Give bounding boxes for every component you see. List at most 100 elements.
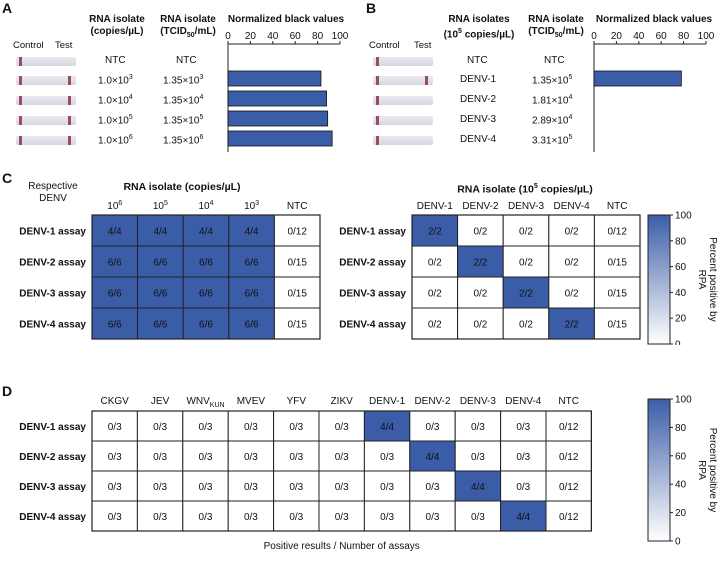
panel-a-strip-1e6 — [16, 136, 76, 145]
panel-c-corner-label: Respective DENV — [28, 181, 78, 204]
panel-d-cell — [273, 500, 320, 532]
panel-d-cell — [500, 500, 547, 532]
panel-c-left-col-header: 104 — [198, 200, 213, 212]
panel-d-cell-label: 0/12 — [559, 482, 579, 493]
panel-c-left-cell-label: 4/4 — [108, 227, 122, 238]
panel-d-cell-label: 0/3 — [244, 482, 258, 493]
panel-d-colorbar-label: Percent positive by — [707, 428, 718, 513]
panel-d-cell — [318, 500, 365, 532]
panel-d-cell-label: 0/3 — [471, 512, 485, 523]
panel-c-left-cell-label: 6/6 — [245, 289, 259, 300]
panel-c-left-cell-label: 4/4 — [245, 227, 259, 238]
panel-d-cell-label: 0/3 — [289, 512, 303, 523]
panel-d-cell-label: 0/3 — [289, 482, 303, 493]
panel-c-right-cell — [593, 307, 641, 340]
panel-b-tick-label: 100 — [698, 31, 715, 42]
panel-a-strip-1e4 — [16, 96, 76, 105]
panel-d-colorbar-tick-label: 20 — [675, 508, 687, 519]
panel-c-right-col-header: DENV-2 — [462, 201, 499, 212]
panel-c-right-cell-label: 0/2 — [473, 320, 487, 331]
panel-d-cell — [363, 500, 411, 532]
panel-d-cell-label: 0/3 — [153, 512, 167, 523]
panel-a-copies-ntc: NTC — [105, 55, 126, 66]
panel-b-tcid-denv1: 1.35×105 — [532, 74, 573, 87]
panel-d-cell — [136, 440, 184, 472]
panel-d-cell-label: 0/3 — [380, 482, 394, 493]
panel-d-cell — [363, 470, 411, 502]
panel-c-left-cell-label: 0/15 — [287, 320, 307, 331]
panel-d-cell-label: 0/3 — [289, 422, 303, 433]
panel-d-colorbar — [647, 398, 671, 542]
panel-a-tcid-1e5: 1.35×105 — [163, 114, 204, 127]
panel-d-cell — [273, 440, 320, 472]
panel-b-bar-chart: 0 20 40 60 80 100 — [591, 31, 715, 152]
panel-c-right-cell-label: 0/15 — [607, 258, 627, 269]
panel-c-left-cell — [228, 245, 275, 278]
panel-c-left-cell — [182, 307, 230, 340]
panel-c-right-cell-label: 0/2 — [565, 227, 579, 238]
panel-d-col-header: YFV — [287, 396, 307, 407]
panel-a-strip-1e3 — [16, 76, 76, 85]
panel-b-strip-ntc — [373, 57, 433, 66]
panel-c-left-cell — [137, 307, 184, 340]
panel-c-left-col-header: NTC — [287, 201, 308, 212]
panel-a-col2-header: RNA isolate (TCID50/mL) — [160, 14, 216, 39]
panel-d-cell-label: 0/3 — [244, 512, 258, 523]
panel-c-right-row-label: DENV-1 assay — [339, 227, 406, 238]
panel-c-right-col-header: NTC — [607, 201, 628, 212]
panel-c-colorbar-label: Percent positive by — [707, 237, 718, 322]
panel-c-right-col-header: DENV-4 — [554, 201, 591, 212]
panel-b-tick-label: 20 — [611, 31, 623, 42]
panel-c-colorbar-tick-label: 40 — [675, 288, 687, 299]
panel-c-right-cell-label: 0/2 — [519, 227, 533, 238]
panel-c-right-row-label: DENV-4 assay — [339, 320, 406, 331]
panel-b-tick-label: 40 — [633, 31, 645, 42]
panel-d-border — [91, 410, 592, 532]
panel-b-col2-header: RNA isolate (TCID50/mL) — [528, 14, 584, 39]
panel-d-colorbar-tick-label: 40 — [675, 480, 687, 491]
panel-a-bar — [227, 110, 329, 127]
panel-c-left-cell — [273, 276, 321, 309]
panel-d-cell — [182, 440, 229, 472]
panel-c-right-col-header: DENV-1 — [417, 201, 454, 212]
panel-a-bar — [227, 90, 327, 107]
panel-d-cell-label: 0/3 — [335, 422, 349, 433]
panel-c-right-cell-label: 2/2 — [519, 289, 533, 300]
panel-a-test-label: Test — [55, 40, 73, 51]
panel-d-cell-label: 4/4 — [471, 482, 485, 493]
panel-d-colorbar-tick-label: 0 — [675, 537, 681, 548]
panel-c-left-row-label: DENV-4 assay — [19, 320, 86, 331]
panel-c-left-border — [91, 214, 321, 340]
panel-a-copies-1e3: 1.0×103 — [98, 74, 133, 87]
panel-b-col1-header: RNA isolates (105 copies/µL) — [443, 14, 515, 41]
panel-c-colorbar-tick-label: 20 — [675, 314, 687, 325]
panel-c-heatmaps: 106 105 104 103 NTC 4/4 4/4 4/4 4/4 0/12 6/6 6/6 6/6… — [19, 200, 718, 345]
panel-b-tcid-ntc: NTC — [544, 55, 565, 66]
panel-d-cell — [454, 440, 502, 472]
panel-c-left-cell — [182, 276, 230, 309]
panel-c-right-cell-label: 0/15 — [607, 320, 627, 331]
panel-c-right-cell — [593, 214, 641, 247]
panel-d-col-header: JEV — [151, 396, 170, 407]
panel-b-bar-title: Normalized black values — [595, 14, 713, 25]
panel-c-right-cell — [411, 245, 459, 278]
panel-d-row-label: DENV-2 assay — [19, 452, 86, 463]
panel-c-right-cell-label: 0/15 — [607, 289, 627, 300]
panel-d-xlabel: Positive results / Number of assays — [264, 541, 420, 552]
panel-d-cell-label: 0/3 — [380, 452, 394, 463]
panel-d-cell-label: 0/3 — [516, 452, 530, 463]
panel-a-control-label: Control — [13, 40, 44, 51]
panel-c-left-cell-label: 6/6 — [199, 258, 213, 269]
panel-b-tick-label: 60 — [656, 31, 668, 42]
panel-d-cell-label: 0/12 — [559, 452, 579, 463]
panel-c-colorbar-tick-label: 60 — [675, 262, 687, 273]
panel-d-col-header: DENV-4 — [505, 396, 542, 407]
panel-c-left-col-header: 105 — [153, 200, 168, 212]
panel-d-cell-label: 4/4 — [516, 512, 530, 523]
panel-d-cell-label: 0/3 — [335, 512, 349, 523]
panel-c-left-cell-label: 4/4 — [199, 227, 213, 238]
panel-d-cell — [227, 440, 275, 472]
panel-d-col-header: MVEV — [237, 396, 266, 407]
panel-d-row-label: DENV-3 assay — [19, 482, 86, 493]
